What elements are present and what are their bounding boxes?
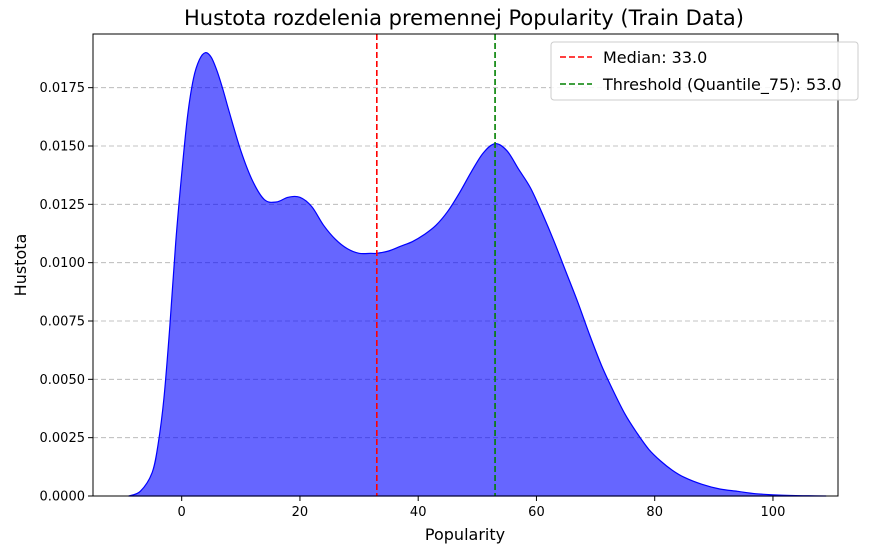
reference-lines (376, 34, 496, 496)
y-tick-label: 0.0075 (40, 315, 86, 330)
y-axis-ticks: 0.0000 0.0025 0.0050 0.0075 0.0100 0.0125 0.01… (40, 81, 93, 505)
x-tick-label: 100 (761, 505, 786, 520)
y-tick-label: 0.0150 (40, 140, 86, 155)
y-axis-label: Hustota (11, 234, 30, 297)
y-tick-label: 0.0050 (40, 373, 86, 388)
x-axis-label: Popularity (425, 525, 505, 544)
legend-label: Median: 33.0 (603, 48, 707, 67)
legend-label: Threshold (Quantile_75): 53.0 (602, 75, 842, 95)
x-axis-ticks: 0 20 40 60 80 100 (178, 496, 786, 520)
y-tick-label: 0.0125 (40, 198, 86, 213)
chart-title: Hustota rozdelenia premennej Popularity … (184, 6, 744, 30)
x-tick-label: 80 (646, 505, 663, 520)
y-tick-label: 0.0100 (40, 256, 86, 271)
plot-frame (92, 33, 839, 497)
density-area (128, 52, 827, 497)
x-tick-label: 20 (292, 505, 309, 520)
legend-box (550, 41, 859, 101)
y-tick-label: 0.0025 (40, 431, 86, 446)
x-tick-label: 0 (178, 505, 186, 520)
y-tick-label: 0.0175 (40, 81, 86, 96)
y-tick-label: 0.0000 (40, 490, 86, 505)
legend: Median: 33.0 Threshold (Quantile_75): 53.… (550, 41, 859, 101)
x-tick-label: 60 (528, 505, 545, 520)
x-tick-label: 40 (410, 505, 427, 520)
